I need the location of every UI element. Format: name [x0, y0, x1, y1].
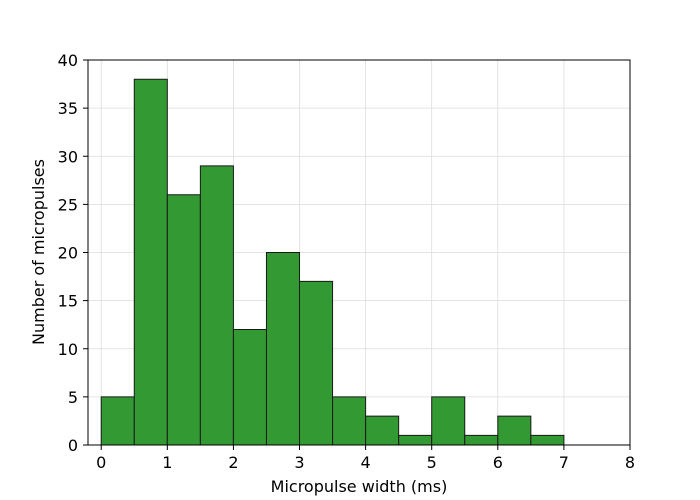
x-tick-label: 6	[493, 453, 503, 472]
y-tick-label: 35	[58, 99, 78, 118]
bar	[365, 415, 400, 446]
bar	[100, 396, 135, 446]
y-tick-label: 15	[58, 292, 78, 311]
y-tick-label: 30	[58, 147, 78, 166]
x-axis-label: Micropulse width (ms)	[271, 477, 448, 496]
y-tick-label: 10	[58, 340, 78, 359]
bar	[431, 396, 466, 446]
x-tick-label: 8	[625, 453, 635, 472]
bar	[497, 415, 532, 446]
bar	[166, 194, 201, 446]
x-tick-label: 3	[294, 453, 304, 472]
bar	[530, 434, 565, 446]
y-axis-label: Number of micropulses	[29, 159, 48, 345]
bar	[464, 434, 499, 446]
y-tick-label: 40	[58, 51, 78, 70]
y-tick-label: 5	[68, 388, 78, 407]
bar	[332, 396, 367, 446]
bar	[299, 280, 334, 446]
x-tick-label: 4	[361, 453, 371, 472]
x-tick-label: 0	[96, 453, 106, 472]
x-tick-label: 5	[427, 453, 437, 472]
bar	[398, 434, 433, 446]
x-tick-label: 2	[228, 453, 238, 472]
bar	[199, 165, 234, 446]
y-tick-label: 25	[58, 195, 78, 214]
y-tick-label: 0	[68, 436, 78, 455]
y-tick-label: 20	[58, 244, 78, 263]
x-tick-label: 7	[559, 453, 569, 472]
bar	[232, 329, 267, 446]
plot-frame	[87, 59, 631, 446]
bar	[265, 252, 301, 446]
x-tick-label: 1	[162, 453, 172, 472]
bar	[133, 78, 168, 446]
